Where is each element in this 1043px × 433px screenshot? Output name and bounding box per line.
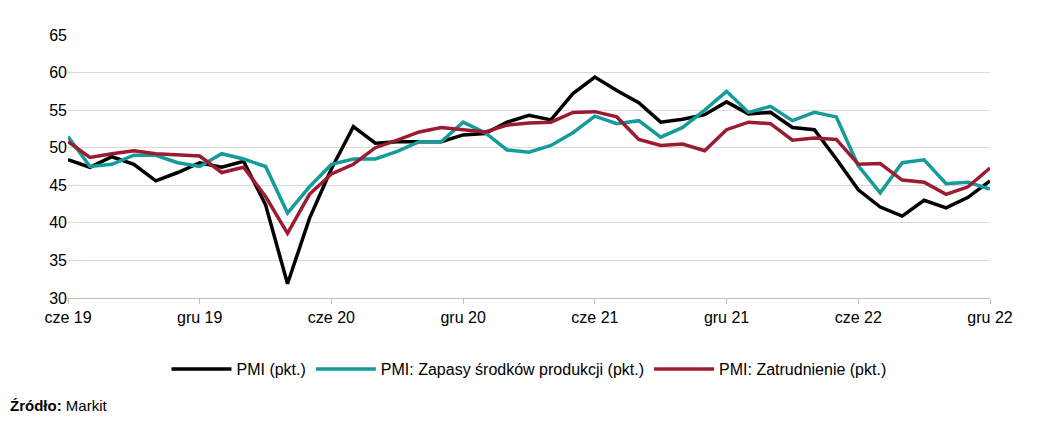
svg-text:gru 19: gru 19 [177,309,222,326]
svg-text:50: 50 [49,139,67,156]
svg-text:60: 60 [49,64,67,81]
svg-text:35: 35 [49,252,67,269]
svg-text:PMI (pkt.): PMI (pkt.) [237,361,306,378]
svg-text:65: 65 [49,27,67,44]
svg-text:cze 19: cze 19 [44,309,91,326]
svg-text:PMI: Zapasy środków produkcji: PMI: Zapasy środków produkcji (pkt.) [381,361,644,378]
svg-text:cze 21: cze 21 [571,309,618,326]
svg-text:40: 40 [49,214,67,231]
svg-text:cze 20: cze 20 [308,309,355,326]
svg-text:PMI: Zatrudnienie (pkt.): PMI: Zatrudnienie (pkt.) [719,361,886,378]
svg-text:Źródło: Markit: Źródło: Markit [10,397,107,414]
svg-text:30: 30 [49,290,67,307]
svg-text:55: 55 [49,102,67,119]
svg-text:45: 45 [49,177,67,194]
svg-text:gru 22: gru 22 [967,309,1012,326]
svg-text:cze 22: cze 22 [835,309,882,326]
svg-text:gru 20: gru 20 [440,309,485,326]
svg-text:gru 21: gru 21 [704,309,749,326]
